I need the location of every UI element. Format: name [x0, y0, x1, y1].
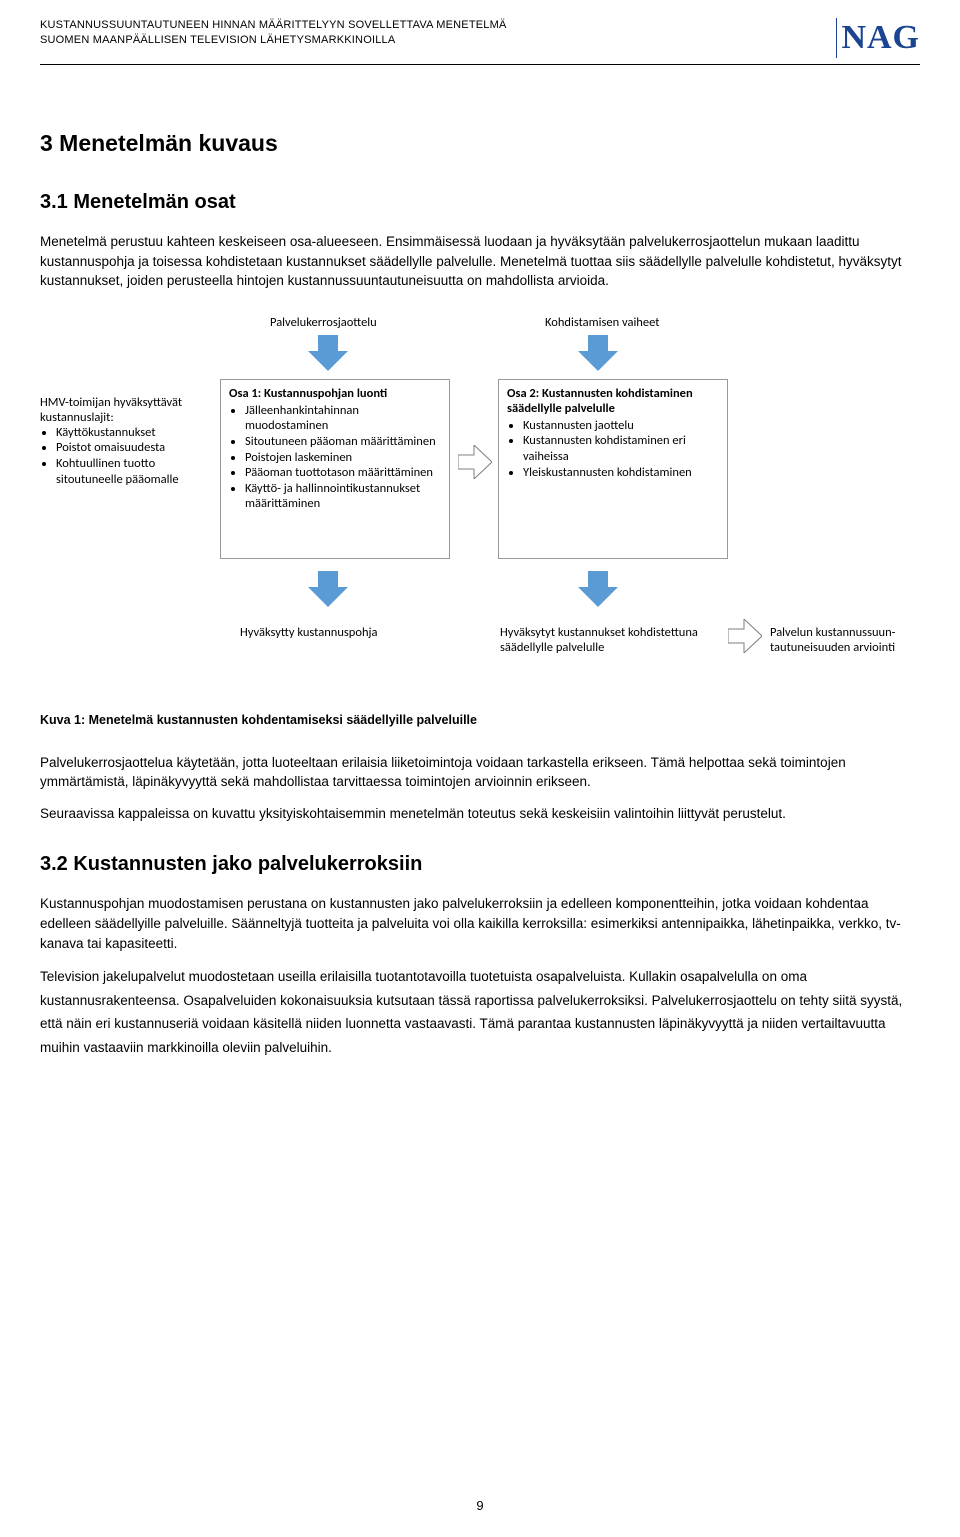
box2-item: Kustannusten jaottelu — [523, 418, 719, 434]
para-3-1-1: Menetelmä perustuu kahteen keskeiseen os… — [40, 232, 920, 291]
page-number: 9 — [0, 1498, 960, 1513]
box2-title: Osa 2: Kustannusten kohdistaminen säädel… — [507, 386, 719, 416]
box1-item: Jälleenhankintahinnan muodostaminen — [245, 403, 441, 434]
heading-3-2: 3.2 Kustannusten jako palvelukerroksiin — [40, 853, 920, 876]
figure-caption: Kuva 1: Menetelmä kustannusten kohdentam… — [40, 713, 920, 727]
page-header: KUSTANNUSSUUNTAUTUNEEN HINNAN MÄÄRITTELY… — [40, 18, 920, 65]
header-line-2: SUOMEN MAANPÄÄLLISEN TELEVISION LÄHETYSM… — [40, 33, 507, 48]
heading-1: 3 Menetelmän kuvaus — [40, 130, 920, 157]
arrow-down-icon — [578, 335, 618, 373]
flowchart-diagram: Palvelukerrosjaottelu Kohdistamisen vaih… — [40, 315, 920, 695]
para-3-1-3: Seuraavissa kappaleissa on kuvattu yksit… — [40, 804, 920, 824]
para-3-2-2: Television jakelupalvelut muodostetaan u… — [40, 965, 920, 1060]
diagram-bottom-label-3: Palvelun kustannussuun-tautuneisuuden ar… — [770, 625, 930, 655]
logo-text: NAG — [841, 21, 920, 55]
left-block-intro: HMV-toimijan hyväksyttävät kustannuslaji… — [40, 395, 215, 425]
box1-item: Sitoutuneen pääoman määrittäminen — [245, 434, 441, 450]
box-osa-1: Osa 1: Kustannuspohjan luonti Jälleenhan… — [220, 379, 450, 559]
para-3-2-1: Kustannuspohjan muodostamisen perustana … — [40, 894, 920, 953]
box1-item: Käyttö- ja hallinnointikustannukset määr… — [245, 481, 441, 512]
arrow-down-icon — [308, 571, 348, 609]
left-item: Käyttökustannukset — [56, 425, 215, 441]
header-title: KUSTANNUSSUUNTAUTUNEEN HINNAN MÄÄRITTELY… — [40, 18, 507, 48]
box2-item: Yleiskustannusten kohdistaminen — [523, 465, 719, 481]
box2-item: Kustannusten kohdistaminen eri vaiheissa — [523, 433, 719, 464]
box-osa-2: Osa 2: Kustannusten kohdistaminen säädel… — [498, 379, 728, 559]
arrow-down-icon — [308, 335, 348, 373]
para-3-1-2: Palvelukerrosjaottelua käytetään, jotta … — [40, 753, 920, 792]
diagram-bottom-label-1: Hyväksytty kustannuspohja — [240, 625, 378, 640]
arrow-right-outline-icon — [728, 619, 762, 653]
diagram-top-label-right: Kohdistamisen vaiheet — [545, 315, 659, 330]
arrow-right-outline-icon — [458, 445, 492, 479]
box1-title: Osa 1: Kustannuspohjan luonti — [229, 386, 441, 401]
content: 3 Menetelmän kuvaus 3.1 Menetelmän osat … — [40, 130, 920, 1072]
diagram-bottom-label-2: Hyväksytyt kustannukset kohdistettuna sä… — [500, 625, 715, 655]
logo: NAG — [830, 18, 920, 58]
left-item: Kohtuullinen tuotto sitoutuneelle pääoma… — [56, 456, 215, 487]
header-line-1: KUSTANNUSSUUNTAUTUNEEN HINNAN MÄÄRITTELY… — [40, 18, 507, 33]
left-item: Poistot omaisuudesta — [56, 440, 215, 456]
arrow-down-icon — [578, 571, 618, 609]
left-inputs-block: HMV-toimijan hyväksyttävät kustannuslaji… — [40, 395, 215, 488]
logo-divider — [836, 18, 838, 58]
box1-item: Poistojen laskeminen — [245, 450, 441, 466]
diagram-top-label-left: Palvelukerrosjaottelu — [270, 315, 377, 330]
box1-item: Pääoman tuottotason määrittäminen — [245, 465, 441, 481]
heading-3-1: 3.1 Menetelmän osat — [40, 191, 920, 214]
